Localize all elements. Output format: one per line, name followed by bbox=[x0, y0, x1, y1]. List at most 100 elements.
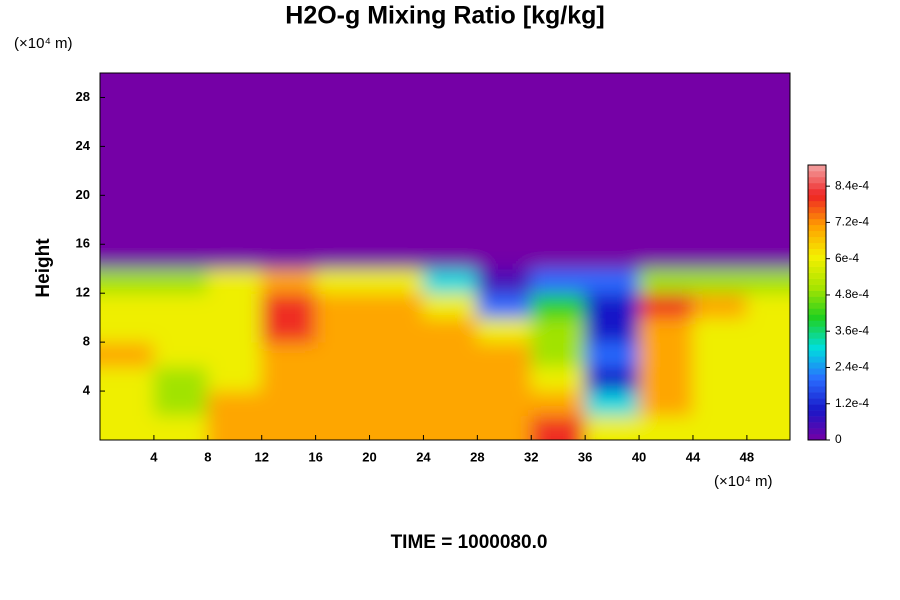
field-cell bbox=[476, 341, 532, 368]
field-cell bbox=[100, 243, 155, 270]
field-cell bbox=[530, 145, 586, 172]
field-cells bbox=[100, 73, 790, 440]
field-cell bbox=[638, 268, 694, 294]
field-cell bbox=[746, 219, 790, 245]
field-cell bbox=[530, 268, 586, 294]
field-cell bbox=[530, 415, 586, 440]
x-tick-label: 32 bbox=[524, 449, 538, 464]
field-cell bbox=[315, 292, 371, 319]
colorbar-band bbox=[808, 422, 826, 429]
field-cell bbox=[638, 243, 694, 270]
field-cell bbox=[584, 390, 640, 417]
plot-frame bbox=[99, 72, 791, 441]
field-cell bbox=[530, 341, 586, 368]
field-cell bbox=[369, 366, 424, 392]
field-cell bbox=[422, 268, 478, 294]
field-cell bbox=[207, 73, 263, 98]
field-cell bbox=[476, 317, 532, 343]
colorbar-band bbox=[808, 356, 826, 363]
colorbar-band bbox=[808, 314, 826, 321]
field-cell bbox=[530, 243, 586, 270]
field-cell bbox=[100, 73, 155, 98]
x-tick-label: 40 bbox=[632, 449, 646, 464]
field-cell bbox=[422, 366, 478, 392]
colorbar-band bbox=[808, 218, 826, 226]
time-label: TIME = 1000080.0 bbox=[391, 532, 548, 553]
field-cell bbox=[369, 390, 424, 417]
field-cell bbox=[584, 366, 640, 392]
colorbar-band bbox=[808, 212, 826, 220]
colorbar-frame bbox=[807, 164, 827, 441]
field-cell bbox=[261, 121, 317, 147]
field-cell bbox=[584, 121, 640, 147]
field-cell bbox=[369, 268, 424, 294]
field-cell bbox=[746, 73, 790, 98]
field-cell bbox=[153, 73, 209, 98]
field-cell bbox=[369, 341, 424, 368]
field-cell bbox=[476, 170, 532, 196]
field-cell bbox=[369, 121, 424, 147]
field-cell bbox=[100, 145, 155, 172]
x-tick-label: 8 bbox=[204, 449, 211, 464]
x-tick-label: 16 bbox=[308, 449, 322, 464]
colorbar-band bbox=[808, 254, 826, 261]
field-cell bbox=[369, 415, 424, 440]
colorbar-band bbox=[808, 242, 826, 249]
field-cell bbox=[261, 268, 317, 294]
field-cell bbox=[746, 390, 790, 417]
y-tick-label: 12 bbox=[76, 285, 90, 300]
colorbar-band bbox=[808, 236, 826, 244]
field-cell bbox=[100, 317, 155, 343]
field-cell bbox=[584, 73, 640, 98]
field-cell bbox=[638, 366, 694, 392]
field-cell bbox=[692, 317, 748, 343]
field-cell bbox=[422, 341, 478, 368]
colorbar: 0 1.2e-4 2.4e-4 3.6e-4 4.8e-4 6e-4 7.2e-4 8.4e-… bbox=[807, 164, 869, 446]
field-cell bbox=[638, 73, 694, 98]
colorbar-band bbox=[808, 284, 826, 291]
field-cell bbox=[692, 73, 748, 98]
field-cell bbox=[315, 341, 371, 368]
field-cell bbox=[746, 366, 790, 392]
colorbar-band bbox=[808, 188, 826, 196]
field-cell bbox=[584, 341, 640, 368]
field-cell bbox=[207, 243, 263, 270]
field-cell bbox=[476, 121, 532, 147]
field-cell bbox=[207, 194, 263, 221]
field-cell bbox=[692, 268, 748, 294]
field-cell bbox=[261, 366, 317, 392]
field-cell bbox=[584, 268, 640, 294]
field-cell bbox=[261, 390, 317, 417]
field-cell bbox=[476, 243, 532, 270]
colorbar-band bbox=[808, 398, 826, 405]
field-cell bbox=[153, 268, 209, 294]
field-cell bbox=[261, 145, 317, 172]
x-unit: (×10⁴ m) bbox=[714, 473, 773, 490]
field-cell bbox=[476, 145, 532, 172]
field-cell bbox=[638, 341, 694, 368]
field-cell bbox=[584, 170, 640, 196]
y-axis-label: Height bbox=[33, 238, 54, 298]
field-cell bbox=[315, 145, 371, 172]
field-cell bbox=[638, 194, 694, 221]
field-cell bbox=[153, 194, 209, 221]
colorbar-band bbox=[808, 338, 826, 345]
colorbar-band bbox=[808, 182, 826, 190]
field-cell bbox=[315, 268, 371, 294]
field-cell bbox=[153, 170, 209, 196]
colorbar-band bbox=[808, 326, 826, 333]
field-cell bbox=[315, 219, 371, 245]
field-cell bbox=[100, 415, 155, 440]
field-cell bbox=[369, 170, 424, 196]
field-cell bbox=[746, 268, 790, 294]
colorbar-band bbox=[808, 350, 826, 357]
field-cell bbox=[422, 415, 478, 440]
field-cell bbox=[153, 145, 209, 172]
x-tick-label: 48 bbox=[740, 449, 754, 464]
field-cell bbox=[369, 292, 424, 319]
colorbar-tick-label: 2.4e-4 bbox=[835, 360, 869, 374]
field-cell bbox=[153, 121, 209, 147]
field-cell bbox=[261, 341, 317, 368]
field-cell bbox=[207, 292, 263, 319]
field-cell bbox=[584, 292, 640, 319]
